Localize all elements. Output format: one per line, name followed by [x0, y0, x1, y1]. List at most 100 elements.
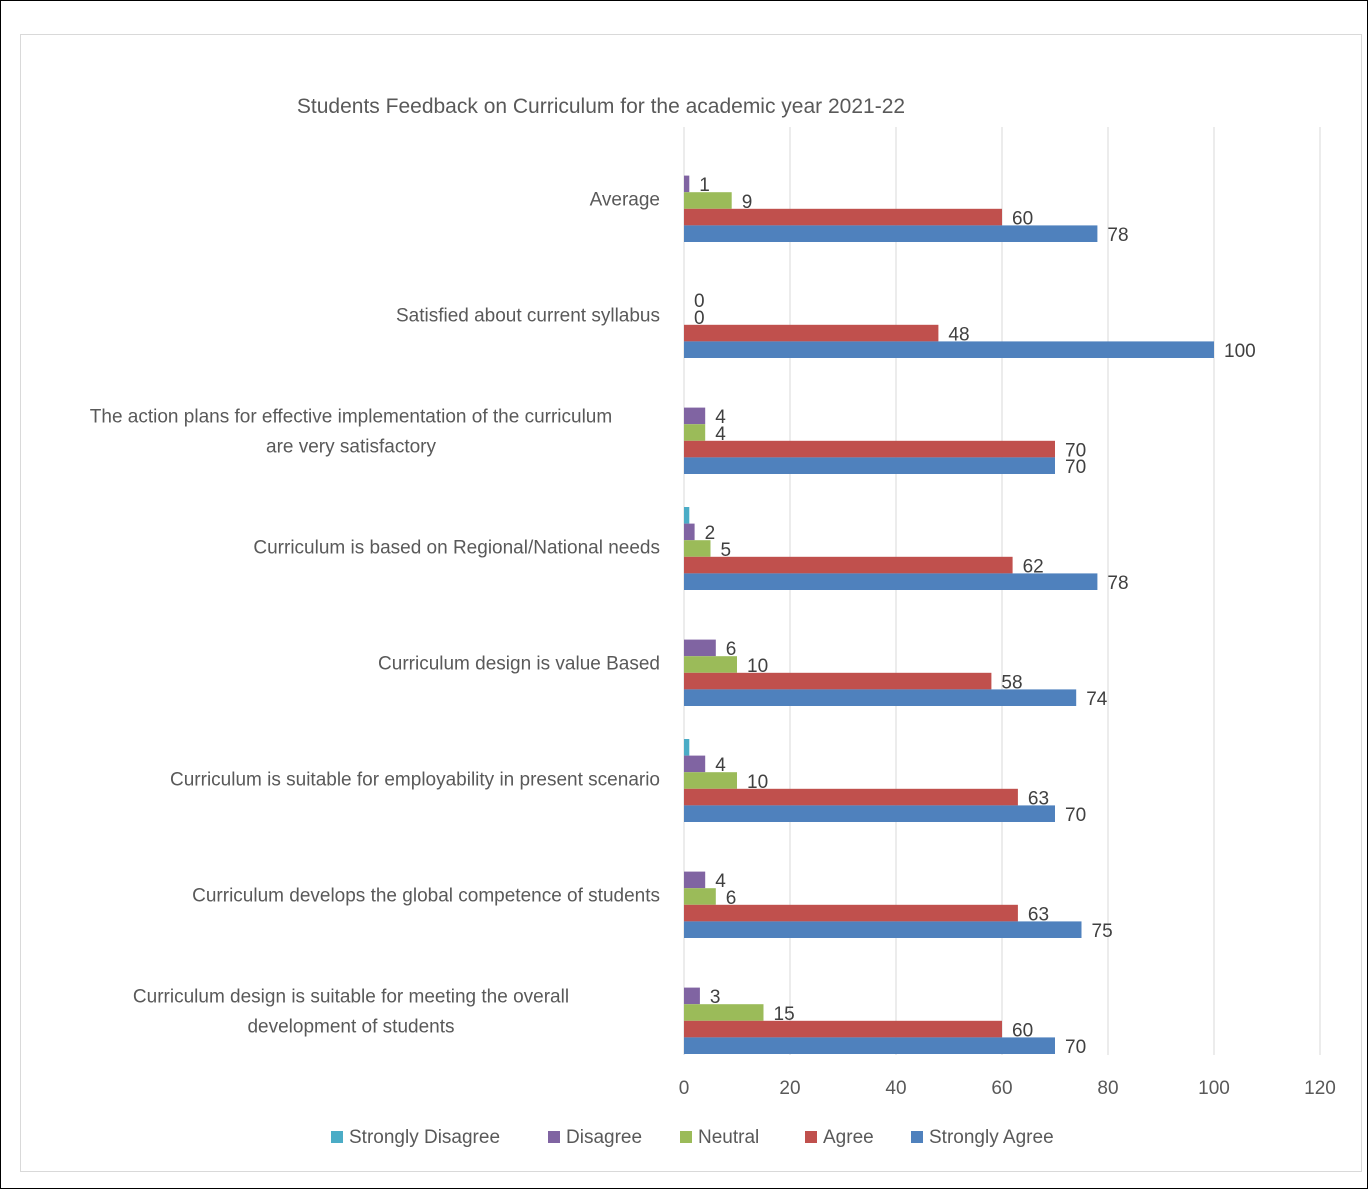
- bar-agree-2: [684, 440, 1055, 458]
- legend-swatch-disagree: [548, 1131, 560, 1143]
- category-label-6-0: Curriculum develops the global competenc…: [192, 886, 660, 907]
- chart-title: Students Feedback on Curriculum for the …: [297, 95, 905, 118]
- legend-swatch-strongly-agree: [911, 1131, 923, 1143]
- chart-area: [20, 34, 1362, 1172]
- x-tick-120: 120: [1304, 1078, 1336, 1099]
- data-label-disagree-2: 4: [715, 407, 726, 428]
- bar-neutral-2: [684, 424, 706, 441]
- x-tick-20: 20: [779, 1078, 800, 1099]
- legend-swatch-agree: [805, 1131, 817, 1143]
- x-tick-60: 60: [991, 1078, 1012, 1099]
- bar-agree-7: [684, 1020, 1002, 1038]
- x-tick-0: 0: [679, 1078, 690, 1099]
- bar-agree-3: [684, 556, 1013, 574]
- x-tick-labels: 0 20 40 60 80 100 120: [679, 1078, 1336, 1099]
- bar-strongly-agree-3: [684, 573, 1098, 590]
- category-label-2-0: The action plans for effective implement…: [90, 407, 612, 428]
- data-label-agree-5: 63: [1028, 788, 1049, 809]
- bar-agree-5: [684, 788, 1018, 806]
- data-label-neutral-7: 15: [774, 1004, 795, 1025]
- data-label-agree-0: 60: [1012, 208, 1033, 229]
- legend-label-agree: Agree: [823, 1127, 874, 1148]
- category-label-2-1: are very satisfactory: [266, 437, 436, 458]
- data-label-agree-7: 60: [1012, 1020, 1033, 1041]
- bar-disagree-3: [684, 523, 695, 541]
- data-label-strongly-agree-1: 100: [1224, 341, 1256, 362]
- bar-neutral-5: [684, 772, 737, 789]
- bar-disagree-0: [684, 175, 690, 193]
- data-label-disagree-7: 3: [710, 987, 721, 1008]
- bar-strongly-agree-2: [684, 457, 1055, 474]
- bar-strongly-disagree-5: [684, 739, 690, 756]
- data-label-strongly-agree-2: 70: [1065, 457, 1086, 478]
- bar-agree-4: [684, 672, 992, 690]
- legend-swatch-neutral: [680, 1131, 692, 1143]
- data-label-neutral-0: 9: [742, 192, 753, 213]
- data-label-agree-1: 48: [948, 324, 969, 345]
- bar-disagree-2: [684, 407, 706, 425]
- bar-neutral-4: [684, 656, 737, 673]
- data-label-agree-3: 62: [1023, 556, 1044, 577]
- data-label-neutral-3: 5: [721, 540, 732, 561]
- data-label-disagree-0: 1: [699, 175, 710, 196]
- data-label-neutral-1: 0: [694, 308, 705, 329]
- legend-label-strongly-disagree: Strongly Disagree: [349, 1127, 500, 1148]
- category-label-4-0: Curriculum design is value Based: [378, 654, 660, 675]
- data-label-neutral-4: 10: [747, 656, 768, 677]
- data-label-agree-4: 58: [1001, 672, 1022, 693]
- data-label-agree-6: 63: [1028, 904, 1049, 925]
- data-label-neutral-5: 10: [747, 772, 768, 793]
- category-label-5-0: Curriculum is suitable for employability…: [170, 770, 660, 791]
- bar-disagree-6: [684, 871, 706, 889]
- bar-strongly-agree-6: [684, 921, 1082, 938]
- legend-swatch-strongly-disagree: [331, 1131, 343, 1143]
- x-tick-40: 40: [885, 1078, 906, 1099]
- data-label-strongly-agree-0: 78: [1107, 225, 1128, 246]
- data-label-disagree-4: 6: [726, 639, 737, 660]
- bar-disagree-7: [684, 987, 700, 1005]
- bar-strongly-agree-5: [684, 805, 1055, 822]
- bar-neutral-6: [684, 888, 716, 905]
- category-label-1-0: Satisfied about current syllabus: [396, 306, 660, 327]
- legend-label-neutral: Neutral: [698, 1127, 759, 1148]
- category-label-7-1: development of students: [247, 1017, 454, 1038]
- data-label-neutral-2: 4: [715, 424, 726, 445]
- bar-agree-6: [684, 904, 1018, 922]
- category-labels: Average Satisfied about current syllabus T…: [90, 190, 660, 1038]
- data-labels: 1960780048100447070256278610587441063704…: [694, 175, 1256, 1058]
- data-label-disagree-6: 4: [715, 871, 726, 892]
- bar-strongly-agree-1: [684, 341, 1214, 358]
- data-label-disagree-1: 0: [694, 291, 705, 312]
- bar-strongly-agree-7: [684, 1037, 1055, 1054]
- data-label-strongly-agree-5: 70: [1065, 805, 1086, 826]
- data-label-strongly-agree-4: 74: [1086, 689, 1108, 710]
- category-label-3-0: Curriculum is based on Regional/National…: [253, 538, 660, 559]
- data-label-neutral-6: 6: [726, 888, 737, 909]
- x-tick-100: 100: [1198, 1078, 1230, 1099]
- legend-label-strongly-agree: Strongly Agree: [929, 1127, 1054, 1148]
- category-label-7-0: Curriculum design is suitable for meetin…: [133, 987, 569, 1008]
- x-tick-80: 80: [1097, 1078, 1118, 1099]
- bar-neutral-0: [684, 192, 732, 209]
- bar-agree-1: [684, 324, 939, 342]
- data-label-strongly-agree-6: 75: [1092, 921, 1113, 942]
- legend-label-disagree: Disagree: [566, 1127, 642, 1148]
- bar-disagree-4: [684, 639, 716, 657]
- bar-neutral-3: [684, 540, 711, 557]
- bar-disagree-5: [684, 755, 706, 773]
- bar-strongly-disagree-3: [684, 507, 690, 524]
- data-label-agree-2: 70: [1065, 440, 1086, 461]
- bar-agree-0: [684, 208, 1002, 226]
- bar-neutral-7: [684, 1004, 764, 1021]
- data-label-disagree-5: 4: [715, 755, 726, 776]
- category-label-0-0: Average: [590, 190, 660, 211]
- data-label-strongly-agree-7: 70: [1065, 1037, 1086, 1058]
- bars: [684, 175, 1214, 1054]
- data-label-disagree-3: 2: [705, 523, 716, 544]
- data-label-strongly-agree-3: 78: [1107, 573, 1128, 594]
- bar-strongly-agree-0: [684, 225, 1098, 242]
- gridlines: [683, 127, 1321, 1055]
- bar-strongly-agree-4: [684, 689, 1077, 706]
- legend: Strongly Disagree Disagree Neutral Agree Str…: [331, 1127, 1054, 1148]
